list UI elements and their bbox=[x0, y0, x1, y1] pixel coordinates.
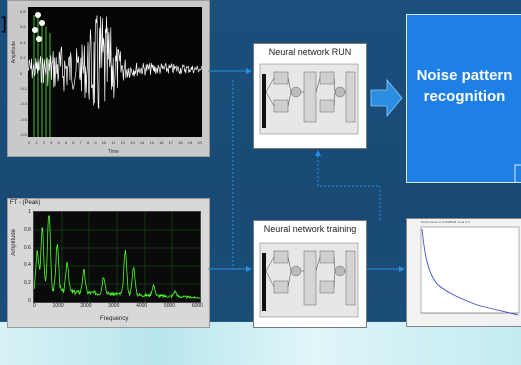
dotted-feedback-up-icon bbox=[315, 150, 381, 220]
convergence-svg bbox=[420, 226, 520, 316]
nn-run-title: Neural network RUN bbox=[268, 47, 352, 57]
noise-pattern-line2: recognition bbox=[423, 88, 506, 105]
waveform-svg bbox=[28, 12, 202, 137]
spectrum-line bbox=[34, 215, 200, 299]
convergence-plot: Performance is 0.0028945, Goal is 0 bbox=[406, 218, 521, 327]
spectrum-plot: FT - (Peak) 1 0.8 0.6 0.4 0.2 0 0 1000 2000 3000… bbox=[7, 198, 210, 328]
noise-box-corner bbox=[514, 164, 521, 182]
marker-dots bbox=[32, 12, 45, 42]
noise-pattern-line1: Noise pattern bbox=[416, 67, 513, 84]
noise-pattern-label: Noise pattern recognition bbox=[407, 65, 521, 107]
waveform-x-label: Time bbox=[108, 149, 119, 155]
waveform-line bbox=[28, 15, 202, 109]
waveform-plot-area bbox=[28, 7, 202, 137]
neuron-block-icon bbox=[259, 63, 359, 135]
nn-run-panel: Neural network RUN bbox=[253, 43, 367, 149]
block-arrow-right-icon bbox=[370, 78, 403, 118]
nn-training-title: Neural network training bbox=[263, 224, 357, 234]
spectrum-x-ticks: 0 1000 2000 3000 4000 5000 6000 bbox=[33, 303, 203, 309]
spectrum-title: FT - (Peak) bbox=[10, 200, 41, 206]
spectrum-svg bbox=[34, 212, 200, 302]
nn-training-diagram bbox=[259, 242, 359, 318]
neuron-block-icon bbox=[259, 242, 359, 318]
waveform-x-ticks: 0 1 2 3 4 5 6 7 8 9 10 11 12 13 14 15 16 17 18 19 20 bbox=[28, 140, 202, 145]
spectrum-y-ticks: 1 0.8 0.6 0.4 0.2 0 bbox=[24, 209, 31, 304]
spectrum-plot-area bbox=[33, 211, 201, 303]
convergence-line bbox=[421, 228, 519, 316]
noise-pattern-panel: Noise pattern recognition bbox=[406, 14, 521, 183]
waveform-y-ticks: 0.8 0.6 0.4 0.2 0 -0.2 -0.4 -0.6 -0.8 bbox=[20, 9, 27, 137]
spectrum-grid bbox=[34, 212, 200, 302]
convergence-title: Performance is 0.0028945, Goal is 0 bbox=[421, 220, 470, 224]
edge-bracket: ] bbox=[0, 14, 8, 35]
nn-run-diagram bbox=[259, 63, 359, 135]
nn-training-panel: Neural network training bbox=[253, 220, 367, 328]
bottom-band bbox=[0, 322, 521, 365]
spectrum-x-label: Frequency bbox=[100, 316, 129, 322]
